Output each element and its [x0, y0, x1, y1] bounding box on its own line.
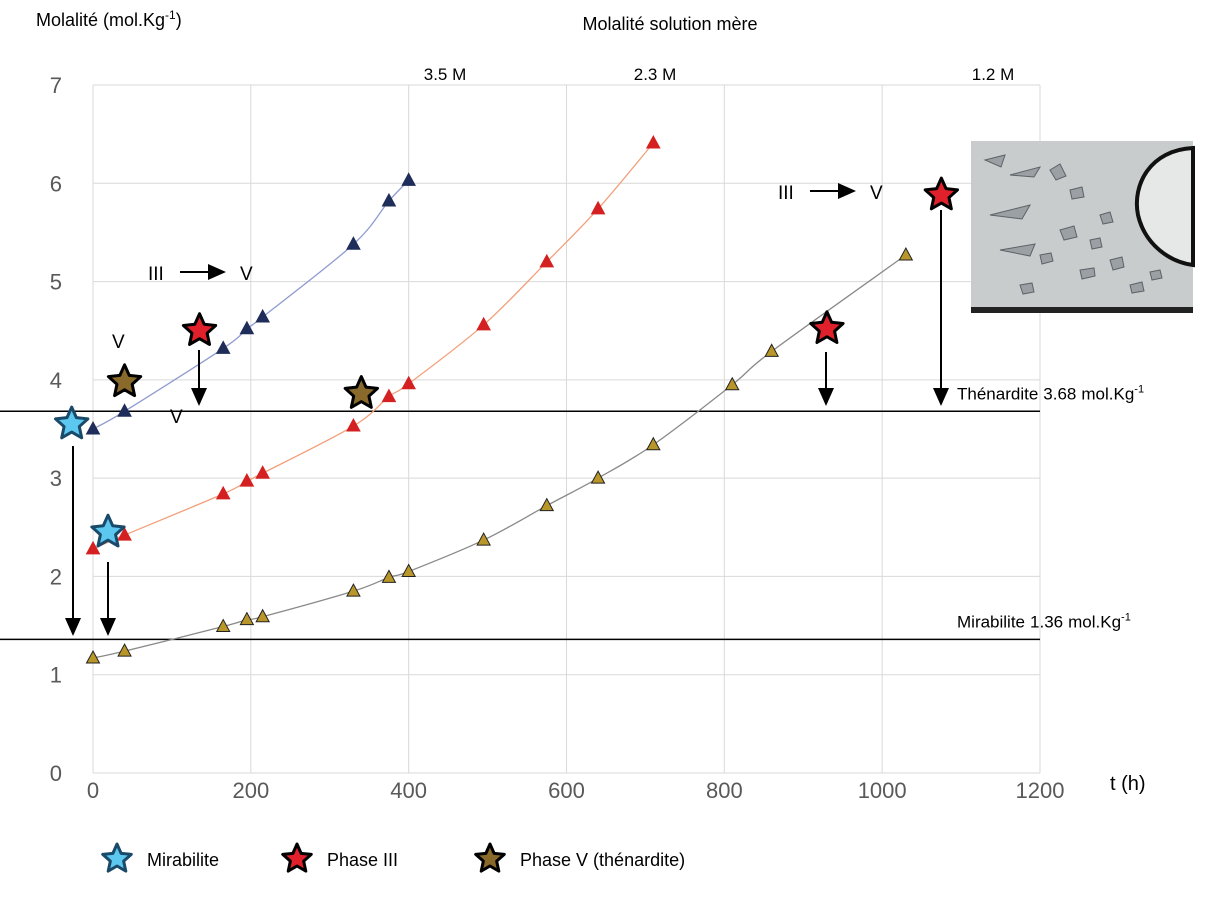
data-point — [215, 618, 231, 633]
data-point — [346, 236, 361, 250]
legend-marker — [281, 842, 313, 873]
series-label: 1.2 M — [972, 65, 1015, 84]
reference-label: Thénardite 3.68 mol.Kg-1 — [957, 383, 1144, 403]
data-point — [645, 134, 661, 149]
data-point — [401, 375, 417, 390]
star-marker — [809, 310, 845, 345]
arrows — [65, 183, 949, 636]
legend: Mirabilite Phase III Phase V (thénardite) — [101, 842, 685, 873]
reference-label: Mirabilite 1.36 mol.Kg-1 — [957, 611, 1131, 631]
data-point — [898, 246, 914, 261]
series-label: 3.5 M — [424, 65, 467, 84]
data-point — [476, 532, 491, 546]
data-point — [590, 200, 606, 215]
y-tick-label: 6 — [50, 171, 62, 196]
legend-label: Mirabilite — [147, 850, 219, 870]
data-point — [381, 192, 397, 207]
y-label-text: Molalité (mol.Kg — [36, 10, 165, 30]
star-marker — [54, 405, 90, 440]
star-marker — [90, 513, 126, 548]
trend-line — [92, 179, 410, 430]
annotation: III — [778, 183, 794, 204]
x-tick-label: 600 — [548, 778, 585, 803]
data-point — [401, 172, 417, 186]
data-point — [85, 540, 101, 555]
reference-name: Mirabilite — [957, 612, 1025, 631]
y-label-end: ) — [176, 10, 182, 30]
reference-name: Thénardite — [957, 384, 1038, 403]
data-point — [239, 473, 255, 487]
trend-line — [92, 254, 907, 659]
x-tick-label: 1200 — [1016, 778, 1065, 803]
data-point — [539, 253, 555, 268]
data-point — [255, 308, 271, 323]
y-axis-label: Molalité (mol.Kg-1) — [36, 8, 182, 30]
data-point — [255, 465, 271, 479]
grid: 0 1 2 3 4 5 6 7 0 200 400 600 800 1000 1200 — [50, 73, 1065, 803]
reference-value: 3.68 — [1043, 384, 1076, 403]
data-point — [239, 611, 255, 626]
x-tick-label: 400 — [390, 778, 427, 803]
photo-edge — [971, 307, 1193, 313]
x-tick-label: 1000 — [858, 778, 907, 803]
annotation: V — [870, 183, 883, 204]
series-title: Molalité solution mère — [582, 14, 757, 34]
reference-value: 1.36 — [1030, 612, 1063, 631]
micrograph — [971, 141, 1195, 313]
data-point — [85, 649, 101, 664]
data-point — [645, 436, 661, 451]
data-point — [117, 527, 132, 541]
reference-sup: -1 — [1121, 611, 1131, 623]
star-marker — [923, 176, 960, 211]
annotation: V — [240, 264, 253, 285]
legend-marker — [101, 842, 133, 873]
data-point — [476, 316, 491, 331]
x-axis-label: t (h) — [1110, 773, 1146, 795]
y-tick-label: 4 — [50, 368, 62, 393]
data-point — [255, 608, 271, 623]
legend-marker — [474, 842, 506, 873]
annotation: V — [112, 332, 125, 353]
x-tick-label: 800 — [706, 778, 743, 803]
data-point — [381, 388, 397, 403]
data-point — [117, 403, 132, 417]
data-point — [346, 418, 361, 432]
data-point — [539, 497, 555, 512]
y-tick-label: 5 — [50, 270, 62, 295]
data-point — [724, 376, 740, 391]
x-tick-label: 0 — [87, 778, 99, 803]
y-tick-label: 2 — [50, 564, 62, 589]
reference-unit: mol.Kg — [1081, 384, 1134, 403]
annotation: III — [148, 264, 164, 285]
data-point — [117, 643, 132, 657]
series-label: 2.3 M — [634, 65, 677, 84]
data-point — [590, 470, 606, 484]
y-tick-label: 1 — [50, 663, 62, 688]
annotation: V — [170, 407, 183, 428]
y-tick-label: 0 — [50, 761, 62, 786]
star-marker — [181, 312, 218, 346]
droplet — [1134, 145, 1195, 268]
data-point — [85, 420, 101, 435]
reference-sup: -1 — [1134, 383, 1144, 395]
star-marker — [343, 375, 379, 409]
y-tick-label: 3 — [50, 466, 62, 491]
data-point — [239, 320, 255, 335]
data-point — [401, 563, 417, 578]
data-point — [215, 485, 231, 500]
x-tick-label: 200 — [232, 778, 269, 803]
data-point — [346, 583, 361, 597]
y-tick-label: 7 — [50, 73, 62, 98]
data-point — [215, 340, 231, 354]
star-marker — [106, 363, 143, 398]
data-point — [381, 569, 397, 583]
data-point — [764, 343, 780, 357]
trend-line — [92, 142, 654, 550]
y-label-sup: -1 — [165, 8, 176, 22]
legend-label: Phase V (thénardite) — [520, 850, 685, 870]
reference-unit: mol.Kg — [1068, 612, 1121, 631]
legend-label: Phase III — [327, 850, 398, 870]
